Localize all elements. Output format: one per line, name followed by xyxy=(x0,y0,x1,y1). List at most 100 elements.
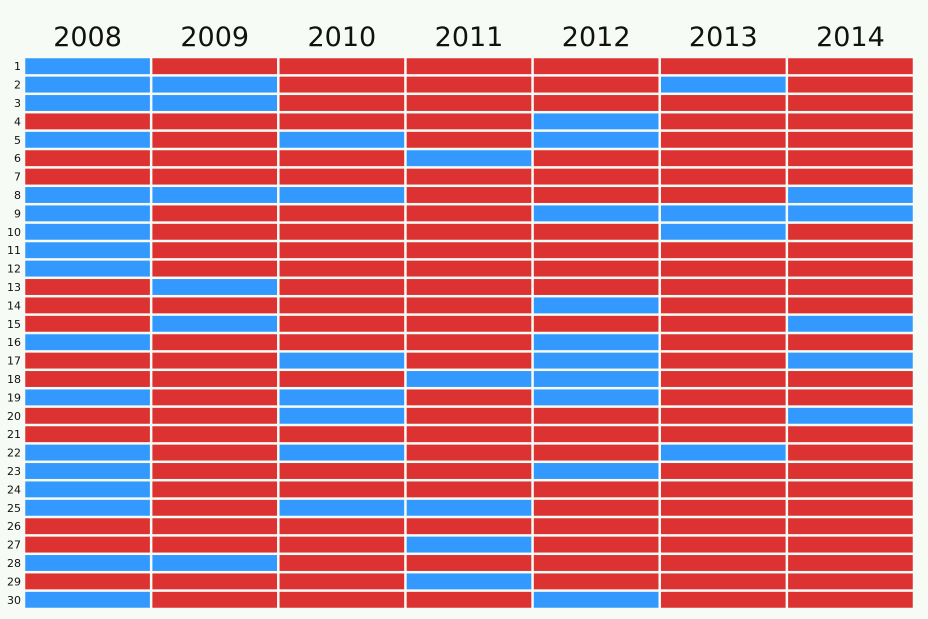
row-label-24: 24 xyxy=(7,483,21,496)
row-label-21: 21 xyxy=(7,428,21,441)
cell-2009-3 xyxy=(152,95,278,111)
row-label-25: 25 xyxy=(7,502,21,515)
cell-2009-17 xyxy=(152,352,278,369)
cell-2014-18 xyxy=(788,371,913,387)
cell-2008-29 xyxy=(25,573,150,590)
cell-2013-20 xyxy=(660,407,786,424)
cell-2008-26 xyxy=(25,518,150,535)
cell-2011-21 xyxy=(406,426,532,443)
row-label-19: 19 xyxy=(7,391,21,404)
cell-2014-17 xyxy=(788,352,913,369)
cell-2008-20 xyxy=(25,407,150,424)
row-label-11: 11 xyxy=(7,244,21,257)
cell-2012-2 xyxy=(533,76,659,93)
cell-2013-21 xyxy=(660,426,786,443)
cell-2009-18 xyxy=(152,371,278,387)
cell-2014-14 xyxy=(788,297,913,314)
cell-2009-13 xyxy=(152,279,278,295)
cell-2012-17 xyxy=(533,352,659,369)
cell-2014-10 xyxy=(788,223,913,240)
cell-2013-6 xyxy=(660,150,786,167)
cell-2008-21 xyxy=(25,426,150,443)
row-label-6: 6 xyxy=(14,152,21,165)
cell-2009-12 xyxy=(152,260,278,277)
cell-2010-10 xyxy=(279,223,405,240)
row-label-15: 15 xyxy=(7,318,21,331)
row-label-12: 12 xyxy=(7,263,21,276)
cell-2013-8 xyxy=(660,187,786,203)
cell-2014-6 xyxy=(788,150,913,167)
row-label-29: 29 xyxy=(7,575,21,588)
cell-2014-21 xyxy=(788,426,913,443)
cell-2013-27 xyxy=(660,536,786,553)
cell-2009-25 xyxy=(152,499,278,516)
cell-2010-16 xyxy=(279,334,405,351)
cell-2011-14 xyxy=(406,297,532,314)
row-label-27: 27 xyxy=(7,539,21,552)
cell-2012-8 xyxy=(533,187,659,203)
cell-2012-12 xyxy=(533,260,659,277)
cell-2014-23 xyxy=(788,463,913,479)
cell-2011-25 xyxy=(406,499,532,516)
cell-2008-15 xyxy=(25,315,150,332)
cell-2011-1 xyxy=(406,58,532,75)
cell-2014-9 xyxy=(788,205,913,222)
cell-2011-11 xyxy=(406,242,532,259)
cell-2008-19 xyxy=(25,389,150,406)
cell-2013-22 xyxy=(660,444,786,461)
cell-2013-19 xyxy=(660,389,786,406)
column-label-2009: 2009 xyxy=(180,22,249,53)
cell-2012-26 xyxy=(533,518,659,535)
cell-2011-5 xyxy=(406,131,532,148)
cell-2012-13 xyxy=(533,279,659,295)
cell-2009-29 xyxy=(152,573,278,590)
cell-2010-3 xyxy=(279,95,405,111)
cell-2012-30 xyxy=(533,591,659,608)
cell-2012-9 xyxy=(533,205,659,222)
cell-2009-27 xyxy=(152,536,278,553)
cell-2011-18 xyxy=(406,371,532,387)
cell-2010-8 xyxy=(279,187,405,203)
cell-2012-3 xyxy=(533,95,659,111)
cell-2010-4 xyxy=(279,113,405,130)
cell-2014-13 xyxy=(788,279,913,295)
cell-2014-5 xyxy=(788,131,913,148)
row-label-13: 13 xyxy=(7,281,21,294)
cell-2012-6 xyxy=(533,150,659,167)
row-label-3: 3 xyxy=(14,97,21,110)
cell-2012-5 xyxy=(533,131,659,148)
cell-2009-9 xyxy=(152,205,278,222)
cell-2013-18 xyxy=(660,371,786,387)
cell-2013-3 xyxy=(660,95,786,111)
cell-2010-25 xyxy=(279,499,405,516)
cell-2010-18 xyxy=(279,371,405,387)
cell-2008-16 xyxy=(25,334,150,351)
cell-2014-8 xyxy=(788,187,913,203)
cell-2009-16 xyxy=(152,334,278,351)
row-label-14: 14 xyxy=(7,299,21,312)
cell-2010-11 xyxy=(279,242,405,259)
cell-2009-23 xyxy=(152,463,278,479)
cell-2008-14 xyxy=(25,297,150,314)
cell-2014-11 xyxy=(788,242,913,259)
cell-2014-29 xyxy=(788,573,913,590)
cell-2009-7 xyxy=(152,168,278,185)
cell-2013-24 xyxy=(660,481,786,498)
cell-2013-29 xyxy=(660,573,786,590)
cell-2012-18 xyxy=(533,371,659,387)
cell-2009-10 xyxy=(152,223,278,240)
cell-2008-8 xyxy=(25,187,150,203)
cell-2008-3 xyxy=(25,95,150,111)
cell-2008-30 xyxy=(25,591,150,608)
cell-2013-28 xyxy=(660,555,786,571)
cell-2010-27 xyxy=(279,536,405,553)
cell-2008-2 xyxy=(25,76,150,93)
cell-2013-23 xyxy=(660,463,786,479)
row-label-30: 30 xyxy=(7,594,21,607)
cell-2010-26 xyxy=(279,518,405,535)
cell-2014-12 xyxy=(788,260,913,277)
row-label-10: 10 xyxy=(7,226,21,239)
cell-2010-15 xyxy=(279,315,405,332)
